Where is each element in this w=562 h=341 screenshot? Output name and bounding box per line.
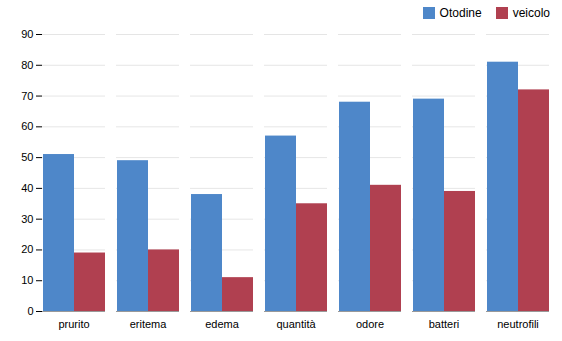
svg-text:10: 10 <box>21 274 33 286</box>
svg-text:30: 30 <box>21 213 33 225</box>
html-text:veicolo: veicolo <box>512 6 550 20</box>
svg-text:prurito: prurito <box>58 318 89 330</box>
svg-text:80: 80 <box>21 59 33 71</box>
svg-text:40: 40 <box>21 182 33 194</box>
svg-text:50: 50 <box>21 151 33 163</box>
svg-text:60: 60 <box>21 120 33 132</box>
svg-text:20: 20 <box>21 243 33 255</box>
svg-text:neutrofili: neutrofili <box>497 318 539 330</box>
html-text:Otodine: Otodine <box>439 6 482 20</box>
svg-text:odore: odore <box>356 318 384 330</box>
svg-text:0: 0 <box>27 305 33 317</box>
svg-text:70: 70 <box>21 90 33 102</box>
svg-text:eritema: eritema <box>130 318 168 330</box>
svg-text:batteri: batteri <box>429 318 460 330</box>
svg-text:quantità: quantità <box>276 318 316 330</box>
svg-text:edema: edema <box>205 318 240 330</box>
svg-text:90: 90 <box>21 28 33 40</box>
